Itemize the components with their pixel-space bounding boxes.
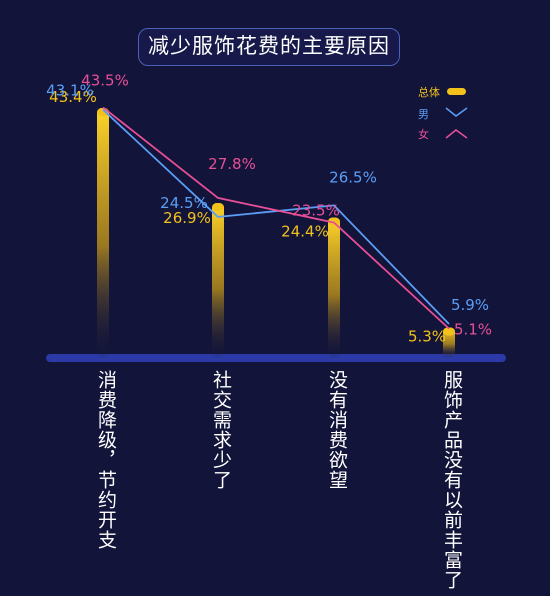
legend-swatch-male	[445, 107, 468, 117]
label-male-1: 43.1%	[46, 82, 94, 100]
label-female-3: 23.5%	[292, 202, 340, 220]
bar-cap-total-2	[212, 203, 224, 212]
category-label-3: 没有消费欲望	[326, 370, 348, 490]
legend-swatch-total	[447, 88, 466, 95]
line-male	[102, 109, 450, 325]
bar-cap-total-4	[443, 327, 455, 336]
label-female-4: 5.1%	[454, 321, 492, 339]
label-total-3: 24.4%	[281, 222, 329, 240]
bar-total-3	[328, 217, 340, 358]
label-male-2: 24.5%	[160, 194, 208, 212]
label-total-2: 26.9%	[163, 209, 211, 227]
x-axis-baseline	[46, 354, 506, 362]
line-female	[102, 106, 450, 330]
label-total-4: 5.3%	[408, 327, 446, 345]
legend-label-female: 女	[418, 127, 429, 141]
bar-cap-total-3	[328, 217, 340, 226]
label-male-4: 5.9%	[451, 296, 489, 314]
label-female-2: 27.8%	[208, 155, 256, 173]
chart-title: 减少服饰花费的主要原因	[138, 28, 400, 66]
category-label-2: 社交需求少了	[210, 370, 232, 490]
bar-total-1	[97, 108, 109, 359]
category-label-1: 消费降级，节约开支	[95, 370, 117, 550]
label-female-1: 43.5%	[81, 71, 129, 89]
label-male-3: 26.5%	[329, 168, 377, 186]
bar-total-2	[212, 203, 224, 358]
legend-label-male: 男	[418, 108, 429, 121]
label-total-1: 43.4%	[49, 88, 97, 106]
legend-label-total: 总体	[418, 85, 440, 99]
legend-swatch-female	[445, 129, 468, 139]
category-label-4: 服饰产品没有以前丰富了	[441, 370, 463, 590]
